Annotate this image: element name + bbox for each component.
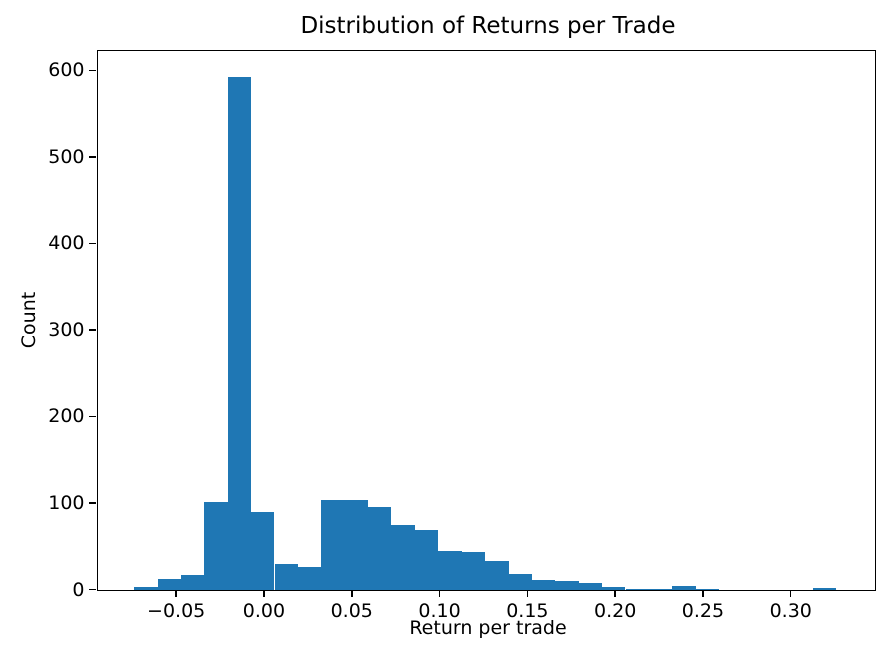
histogram-bar xyxy=(180,574,205,590)
y-tick-label: 500 xyxy=(48,145,85,168)
x-tick-mark xyxy=(438,589,441,597)
y-tick-mark xyxy=(89,502,96,504)
x-tick-mark xyxy=(614,589,616,597)
chart-title: Distribution of Returns per Trade xyxy=(300,13,676,39)
y-tick-mark xyxy=(89,588,96,591)
x-tick-mark xyxy=(789,589,792,597)
plot-area: −0.05 0.00 0.05 0.10 0.15 0.20 0.25 0.30 0 100 200… xyxy=(48,49,876,622)
x-tick-label: 0.25 xyxy=(681,599,725,622)
histogram-bar xyxy=(391,524,415,590)
x-tick-label: 0.00 xyxy=(242,599,286,622)
y-tick-mark xyxy=(89,242,96,245)
x-tick-mark xyxy=(351,589,353,597)
histogram-bar xyxy=(438,551,462,590)
x-tick-label: 0.15 xyxy=(506,599,549,622)
y-tick-label: 300 xyxy=(48,318,85,341)
x-tick-label: 0.05 xyxy=(330,599,373,622)
histogram-bar xyxy=(368,507,392,590)
histogram-bar xyxy=(555,580,579,590)
histogram-bar xyxy=(251,511,275,590)
y-tick-label: 0 xyxy=(72,578,85,601)
y-tick-label: 100 xyxy=(48,491,85,514)
x-tick-label: 0.20 xyxy=(593,599,637,622)
histogram-bar xyxy=(648,588,673,590)
y-tick-label: 400 xyxy=(48,232,85,255)
histogram-bar xyxy=(227,77,252,590)
histogram-bar xyxy=(344,499,369,590)
histogram-bar xyxy=(578,583,603,590)
histogram-bar xyxy=(204,502,228,590)
x-tick-label: 0.30 xyxy=(769,599,812,622)
y-tick-mark xyxy=(89,415,96,418)
histogram-bar xyxy=(812,587,837,590)
y-tick-mark xyxy=(89,156,96,158)
histogram-bar xyxy=(297,567,322,590)
histogram-bar xyxy=(602,586,626,590)
y-tick-mark xyxy=(89,69,96,72)
x-tick-label: 0.10 xyxy=(418,599,461,622)
histogram-bar xyxy=(531,579,556,590)
histogram-bar xyxy=(672,586,696,590)
histogram-bar xyxy=(134,586,158,590)
histogram-bar xyxy=(461,552,486,590)
x-tick-label: −0.05 xyxy=(147,599,206,622)
x-tick-mark xyxy=(702,589,704,597)
y-tick-label: 200 xyxy=(48,405,85,428)
x-axis-label: Return per trade xyxy=(409,617,567,639)
histogram-bar xyxy=(321,499,345,590)
y-tick-mark xyxy=(89,329,96,331)
histogram-bar xyxy=(274,564,298,590)
histogram-bar xyxy=(485,560,509,590)
histogram-bar xyxy=(508,573,532,590)
histogram-bar xyxy=(695,588,720,590)
y-tick-label: 600 xyxy=(48,59,85,82)
x-tick-mark xyxy=(526,589,529,597)
y-axis-label: Count xyxy=(18,291,40,349)
histogram-bar xyxy=(414,529,439,590)
histogram-bar xyxy=(157,579,181,590)
histogram-bar xyxy=(625,588,649,590)
x-tick-mark xyxy=(263,589,265,597)
x-tick-mark xyxy=(175,589,177,597)
